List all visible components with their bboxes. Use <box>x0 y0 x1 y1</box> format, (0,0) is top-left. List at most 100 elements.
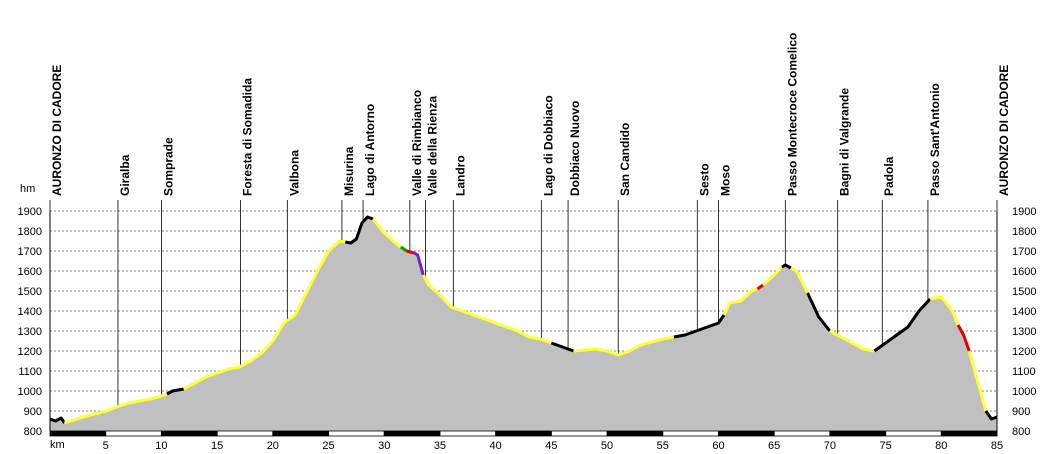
profile-line <box>762 265 784 287</box>
y-tick-label-right: 1900 <box>1012 206 1036 218</box>
location-label: Lago di Dobbiaco <box>541 95 555 196</box>
profile-area <box>673 314 725 432</box>
profile-line <box>956 324 971 352</box>
profile-area <box>344 216 374 432</box>
profile-line <box>929 295 960 326</box>
y-tick-label: 1200 <box>18 346 42 358</box>
location-label: Lago di Antorno <box>363 104 377 196</box>
km-bar-segment <box>941 431 997 436</box>
x-tick-label: 15 <box>211 440 223 452</box>
x-tick-label: 20 <box>267 440 279 452</box>
location-label: Misurina <box>342 146 356 196</box>
y-tick-label: 1700 <box>18 246 42 258</box>
location-label: Foresta di Somadida <box>241 78 255 196</box>
x-tick-label: 25 <box>322 440 334 452</box>
y-tick-label-right: 1800 <box>1012 226 1036 238</box>
y-tick-label: 1500 <box>18 286 42 298</box>
profile-line <box>984 410 998 421</box>
profile-area <box>406 250 415 432</box>
x-tick-label: 85 <box>991 440 1003 452</box>
profile-line <box>400 245 408 253</box>
location-label: Passo Montecroce Comelico <box>785 33 799 196</box>
profile-area <box>183 240 346 432</box>
y-tick-label-right: 1300 <box>1012 326 1036 338</box>
profile-area <box>829 330 875 432</box>
x-tick-label: 40 <box>490 440 502 452</box>
profile-area <box>757 284 764 432</box>
x-tick-label: 45 <box>545 440 557 452</box>
location-label: San Candido <box>618 123 632 196</box>
km-bar-segment <box>495 431 552 436</box>
y-tick-label-right: 1600 <box>1012 266 1036 278</box>
x-tick-label: 35 <box>434 440 446 452</box>
profile-line <box>967 350 988 412</box>
x-tick-label: 10 <box>155 440 167 452</box>
location-label: Giralba <box>118 154 132 196</box>
y-tick-label: 1300 <box>18 326 42 338</box>
profile-area <box>400 246 407 432</box>
y-tick-label: 1800 <box>18 226 42 238</box>
x-tick-label: 55 <box>657 440 669 452</box>
profile-line <box>421 274 552 345</box>
profile-line <box>829 329 875 353</box>
x-tick-label: 5 <box>103 440 109 452</box>
location-label: AURONZO DI CADORE <box>997 65 1011 196</box>
profile-area <box>781 264 792 432</box>
location-label: AURONZO DI CADORE <box>50 65 64 196</box>
profile-line <box>673 314 726 339</box>
y-tick-label: 1400 <box>18 306 42 318</box>
profile-line <box>873 297 932 353</box>
profile-line <box>182 239 346 391</box>
km-bar-segment <box>607 431 663 436</box>
y-tick-label-right: 900 <box>1012 406 1030 418</box>
profile-area <box>166 388 184 432</box>
profile-line <box>413 251 425 276</box>
profile-line <box>806 292 832 332</box>
profile-line <box>756 283 764 291</box>
location-label: Padola <box>882 156 896 196</box>
y-tick-label-right: 1200 <box>1012 346 1036 358</box>
km-bar-segment <box>161 431 218 436</box>
profile-line <box>790 266 809 294</box>
location-label: Bagni di Valgrande <box>838 88 852 196</box>
y-tick-label-right: 1700 <box>1012 246 1036 258</box>
y-tick-label-right: 1000 <box>1012 386 1036 398</box>
profile-area <box>414 252 424 432</box>
x-tick-label: 75 <box>879 440 891 452</box>
location-label: Valbona <box>287 150 301 196</box>
profile-area <box>372 218 402 432</box>
x-tick-label: 50 <box>601 440 613 452</box>
location-label: Valle di Rimbianco <box>410 90 424 196</box>
km-bar-segment <box>829 431 886 436</box>
y-tick-label: 900 <box>24 406 42 418</box>
x-tick-label: 70 <box>824 440 836 452</box>
y-tick-label: 800 <box>24 426 42 438</box>
profile-area <box>957 324 970 432</box>
location-label: Passo Sant'Antonio <box>928 83 942 196</box>
km-bar-segment <box>718 431 775 436</box>
profile-line <box>64 392 168 425</box>
location-label: Somprade <box>161 137 175 196</box>
y-tick-label: 1600 <box>18 266 42 278</box>
profile-area <box>762 266 783 432</box>
x-tick-label: 60 <box>712 440 724 452</box>
location-label: Dobbiaco Nuovo <box>568 101 582 196</box>
profile-line <box>371 218 402 249</box>
location-label: Valle della Rienza <box>425 96 439 196</box>
profile-line <box>573 335 675 357</box>
profile-line <box>781 263 792 270</box>
x-axis-label: km <box>50 439 65 451</box>
profile-area <box>790 267 808 432</box>
x-tick-label: 65 <box>768 440 780 452</box>
profile-line <box>550 341 575 353</box>
profile-line <box>49 416 66 424</box>
y-tick-label: 1100 <box>18 366 42 378</box>
profile-line <box>166 387 184 396</box>
location-label: Moso <box>718 165 732 196</box>
km-bar-segment <box>50 431 106 436</box>
y-tick-label: 1900 <box>18 206 42 218</box>
x-tick-label: 80 <box>935 440 947 452</box>
y-tick-label-right: 1500 <box>1012 286 1036 298</box>
y-tick-label-right: 1400 <box>1012 306 1036 318</box>
